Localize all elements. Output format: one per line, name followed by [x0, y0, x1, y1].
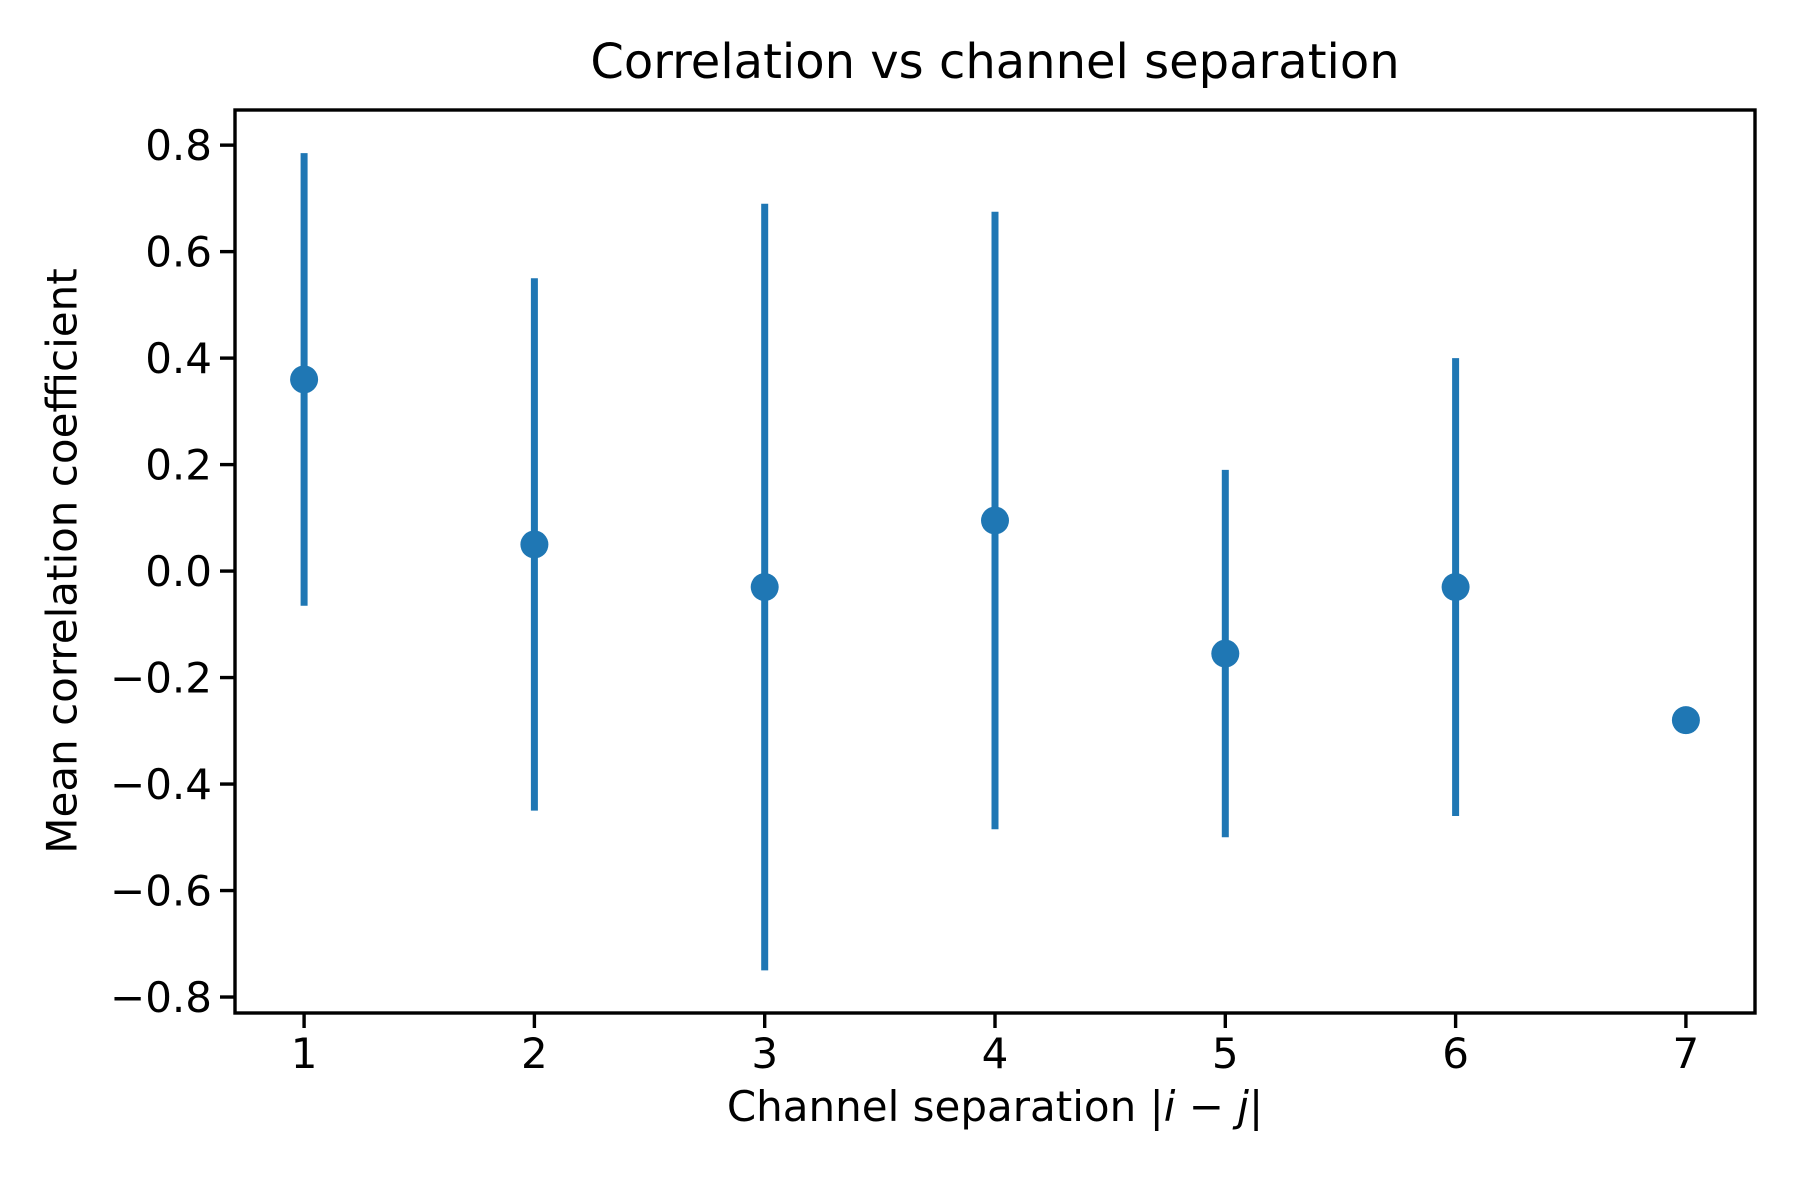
data-point	[520, 530, 549, 559]
y-tick-label: 0.8	[145, 121, 212, 170]
data-point	[1211, 639, 1240, 668]
y-tick-label: −0.2	[110, 654, 212, 703]
y-tick-label: −0.6	[110, 867, 212, 916]
y-tick-label: 0.0	[145, 547, 212, 596]
data-point	[1441, 573, 1470, 602]
x-tick-label: 4	[982, 1029, 1009, 1078]
chart-title: Correlation vs channel separation	[590, 34, 1400, 90]
data-point	[1671, 706, 1700, 735]
x-axis-label-part: Channel separation |	[726, 1082, 1164, 1131]
x-axis-label-part: −	[1175, 1082, 1238, 1131]
data-point	[290, 365, 319, 394]
x-axis-label-math-part: i	[1163, 1082, 1176, 1131]
x-axis-label-part: |	[1248, 1082, 1264, 1131]
y-tick-label: 0.2	[145, 441, 212, 490]
x-axis-label: Channel separation |i − j|	[235, 1082, 1755, 1132]
x-tick-label: 2	[521, 1029, 548, 1078]
x-tick-label: 3	[751, 1029, 778, 1078]
y-tick-label: −0.8	[110, 973, 212, 1022]
data-point	[750, 573, 779, 602]
y-tick-label: −0.4	[110, 760, 212, 809]
y-tick-label: 0.4	[145, 334, 212, 383]
x-tick-label: 7	[1673, 1029, 1700, 1078]
x-tick-label: 1	[291, 1029, 318, 1078]
x-tick-label: 6	[1442, 1029, 1469, 1078]
x-tick-label: 5	[1212, 1029, 1239, 1078]
x-axis-label-math-part: j	[1237, 1082, 1249, 1131]
y-tick-label: 0.6	[145, 228, 212, 277]
data-point	[981, 506, 1009, 535]
